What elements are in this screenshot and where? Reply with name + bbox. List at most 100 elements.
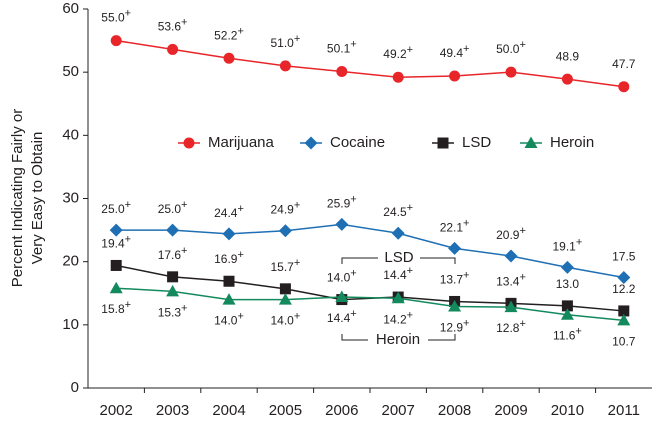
y-tick-label: 10 (62, 316, 79, 333)
value-label: 19.1+ (553, 236, 583, 253)
x-tick-label: 2011 (608, 402, 640, 419)
value-label: 25.9+ (327, 193, 357, 210)
value-label: 14.0+ (214, 310, 244, 327)
series-line (116, 223, 624, 279)
value-label: 12.8+ (496, 318, 526, 335)
marker (279, 60, 291, 72)
value-label: 47.7 (612, 57, 636, 71)
marker (278, 293, 292, 305)
marker (109, 223, 123, 237)
annotation: Heroin (376, 331, 420, 348)
marker (335, 217, 349, 231)
value-label: 48.9 (556, 49, 580, 63)
x-tick-label: 2003 (156, 402, 189, 419)
marker (617, 270, 631, 284)
marker (617, 313, 631, 326)
value-label: 12.9+ (440, 317, 470, 334)
value-label: 17.6+ (158, 245, 188, 262)
value-label: 25.0+ (158, 199, 188, 216)
marker (560, 260, 574, 274)
y-tick-label: 20 (62, 253, 79, 270)
value-label: 15.7+ (271, 257, 301, 274)
value-label: 17.5 (612, 250, 636, 264)
marker (110, 35, 122, 47)
value-label: 20.9+ (496, 225, 526, 242)
legend-marker (524, 136, 538, 148)
value-label: 25.0+ (101, 199, 131, 216)
value-label: 14.4+ (327, 308, 357, 325)
x-tick-label: 2007 (382, 402, 415, 419)
x-tick-label: 2006 (325, 402, 358, 419)
value-label: 55.0+ (101, 7, 131, 24)
marker (167, 271, 179, 283)
x-tick-label: 2008 (438, 402, 471, 419)
value-label: 15.3+ (158, 302, 188, 319)
value-label: 19.4+ (101, 233, 131, 250)
value-label: 12.2 (612, 282, 636, 296)
x-tick-label: 2010 (551, 402, 584, 419)
bracket (341, 257, 456, 264)
y-tick-label: 30 (62, 189, 79, 206)
y-tick-label: 60 (62, 0, 79, 17)
legend-marker (183, 137, 195, 149)
value-label: 50.1+ (327, 38, 357, 55)
value-label: 22.1+ (440, 217, 470, 234)
value-label: 10.7 (612, 335, 636, 349)
marker (223, 275, 235, 287)
value-label: 14.2+ (383, 309, 413, 326)
y-tick-label: 0 (71, 379, 79, 396)
marker (448, 241, 462, 255)
value-label: 52.2+ (214, 25, 244, 42)
marker (392, 71, 404, 83)
value-label: 13.0 (556, 277, 580, 291)
series-line (116, 39, 624, 88)
value-label: 16.9+ (214, 249, 244, 266)
marker (336, 66, 348, 78)
value-label: 24.4+ (214, 203, 244, 220)
x-tick-label: 2002 (100, 402, 133, 419)
marker (504, 249, 518, 263)
y-tick-label: 50 (62, 63, 79, 80)
y-axis-label: Very Easy to Obtain (29, 132, 46, 265)
marker (560, 308, 574, 320)
marker (505, 66, 517, 78)
value-label: 24.9+ (271, 200, 301, 217)
marker (166, 284, 180, 297)
x-tick-label: 2009 (494, 402, 527, 419)
marker (391, 226, 405, 240)
value-label: 53.6+ (158, 16, 188, 33)
value-label: 24.5+ (383, 202, 413, 219)
value-label: 11.6+ (553, 326, 582, 343)
legend-label: Cocaine (330, 134, 385, 151)
marker (222, 227, 236, 241)
marker (448, 300, 462, 312)
lsd-bracket (341, 257, 456, 341)
legend-label: Marijuana (208, 134, 275, 151)
value-label: 14.0+ (327, 267, 357, 284)
marker (279, 283, 291, 295)
y-axis-label: Percent Indicating Fairly or (9, 109, 26, 287)
marker (561, 73, 573, 85)
x-tick-label: 2005 (269, 402, 302, 419)
value-label: 49.4+ (440, 43, 470, 60)
legend-marker (437, 137, 449, 149)
marker (391, 291, 405, 304)
legend-marker (304, 136, 318, 150)
marker (618, 81, 630, 93)
annotation: LSD (384, 249, 413, 266)
bracket (341, 334, 456, 341)
legend-label: Heroin (550, 134, 594, 151)
series-line (116, 287, 624, 322)
marker (618, 305, 630, 317)
y-tick-label: 40 (62, 126, 79, 143)
value-label: 14.4+ (383, 265, 413, 282)
series-line (116, 264, 624, 312)
value-label: 13.7+ (440, 269, 470, 286)
value-label: 13.4+ (496, 271, 526, 288)
marker (166, 223, 180, 237)
marker (167, 43, 179, 55)
marker (449, 70, 461, 82)
value-label: 15.8+ (101, 299, 131, 316)
